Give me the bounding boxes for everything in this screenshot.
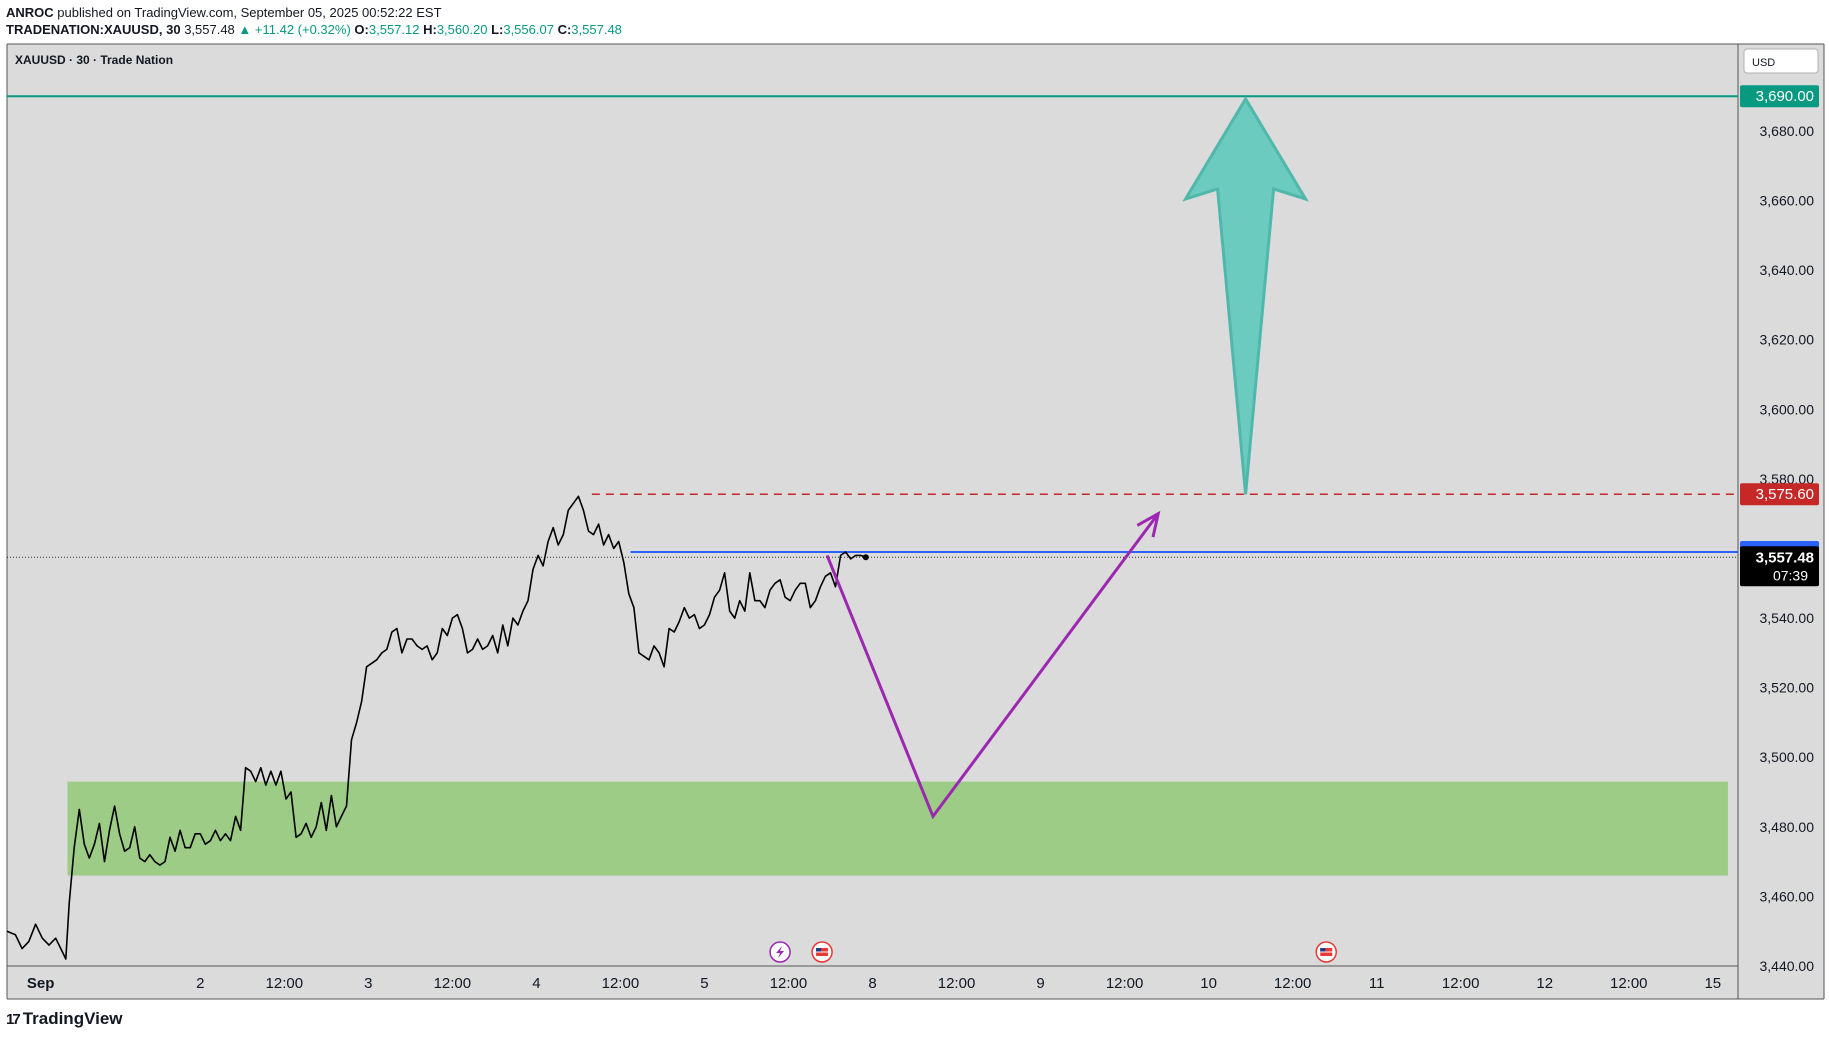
y-tick-label: 3,480.00 xyxy=(1760,819,1815,835)
last-price-dot xyxy=(862,554,869,561)
x-tick-label: 12:00 xyxy=(1610,975,1648,992)
x-tick-label: 12:00 xyxy=(602,975,640,992)
flag-canton xyxy=(816,948,822,952)
price-badge-label: 3,557.48 xyxy=(1756,549,1814,566)
y-tick-label: 3,460.00 xyxy=(1760,888,1815,904)
x-tick-label: 8 xyxy=(868,975,876,992)
open-value: 3,557.12 xyxy=(368,22,420,37)
x-tick-label: 12:00 xyxy=(434,975,472,992)
high-value: 3,560.20 xyxy=(436,22,488,37)
chart-legend: XAUUSD · 30 · Trade Nation xyxy=(15,53,173,67)
x-tick-label: 12 xyxy=(1536,975,1553,992)
projection-path[interactable] xyxy=(825,512,1160,820)
time-axis[interactable] xyxy=(7,966,1738,999)
y-tick-label: 3,440.00 xyxy=(1760,958,1815,974)
x-tick-label: 3 xyxy=(364,975,372,992)
x-tick-label: 5 xyxy=(700,975,708,992)
price-line[interactable] xyxy=(6,495,867,960)
x-tick-label: 12:00 xyxy=(266,975,304,992)
price-badge[interactable] xyxy=(1740,483,1819,506)
price-badge-label: 3,690.00 xyxy=(1756,88,1814,105)
x-tick-label: 12:00 xyxy=(1106,975,1144,992)
publish-header: ANROC published on TradingView.com, Sept… xyxy=(6,4,622,38)
change-text: ▲ +11.42 (+0.32%) xyxy=(238,22,351,37)
y-tick-label: 3,680.00 xyxy=(1760,123,1815,139)
y-tick-label: 3,660.00 xyxy=(1760,193,1815,209)
currency-button[interactable] xyxy=(1743,48,1819,74)
x-tick-label: 2 xyxy=(196,975,204,992)
low-value: 3,556.07 xyxy=(503,22,554,37)
price-badge-countdown: 07:39 xyxy=(1773,567,1808,583)
y-tick-label: 3,500.00 xyxy=(1760,749,1815,765)
publisher-name: ANROC xyxy=(6,5,54,20)
y-tick-label: 3,600.00 xyxy=(1760,401,1815,417)
y-tick-label: 3,540.00 xyxy=(1760,610,1815,626)
x-tick-label: 12:00 xyxy=(1274,975,1312,992)
x-tick-label: Sep xyxy=(27,975,55,992)
high-label: H: xyxy=(423,22,437,37)
close-label: C: xyxy=(557,22,572,37)
y-tick-label: 3,520.00 xyxy=(1760,680,1815,696)
flag-canton xyxy=(1320,948,1326,952)
lightning-glyph xyxy=(776,946,785,958)
tradingview-logo[interactable]: 17 TradingView xyxy=(6,1009,123,1029)
y-tick-label: 3,580.00 xyxy=(1760,471,1815,487)
symbol-line: TRADENATION:XAUUSD, 30 xyxy=(6,22,181,37)
tradingview-brand: TradingView xyxy=(22,1009,123,1028)
currency-label: USD xyxy=(1752,57,1775,69)
x-tick-label: 11 xyxy=(1369,975,1385,992)
x-tick-label: 12:00 xyxy=(770,975,808,992)
y-tick-label: 3,640.00 xyxy=(1760,262,1815,278)
x-tick-label: 9 xyxy=(1036,975,1044,992)
y-tick-label: 3,620.00 xyxy=(1760,332,1815,348)
x-tick-label: 15 xyxy=(1704,975,1721,992)
target-arrow[interactable] xyxy=(1182,96,1309,495)
x-tick-label: 10 xyxy=(1200,975,1217,992)
price-badge[interactable] xyxy=(1740,546,1819,587)
price-axis[interactable] xyxy=(1738,44,1824,999)
published-text: published on TradingView.com, September … xyxy=(57,5,442,20)
x-tick-label: 12:00 xyxy=(938,975,976,992)
last-price-text: 3,557.48 xyxy=(184,22,235,37)
close-value: 3,557.48 xyxy=(571,22,622,37)
x-tick-label: 4 xyxy=(532,975,540,992)
open-label: O: xyxy=(354,22,369,37)
projection-arrowhead xyxy=(1136,510,1161,538)
tradingview-logo-icon: 17 xyxy=(6,1010,21,1028)
price-badge[interactable] xyxy=(1740,85,1819,108)
low-label: L: xyxy=(491,22,504,37)
support-zone[interactable] xyxy=(67,781,1728,876)
x-tick-label: 12:00 xyxy=(1442,975,1480,992)
price-badge-label: 3,575.60 xyxy=(1756,486,1814,503)
